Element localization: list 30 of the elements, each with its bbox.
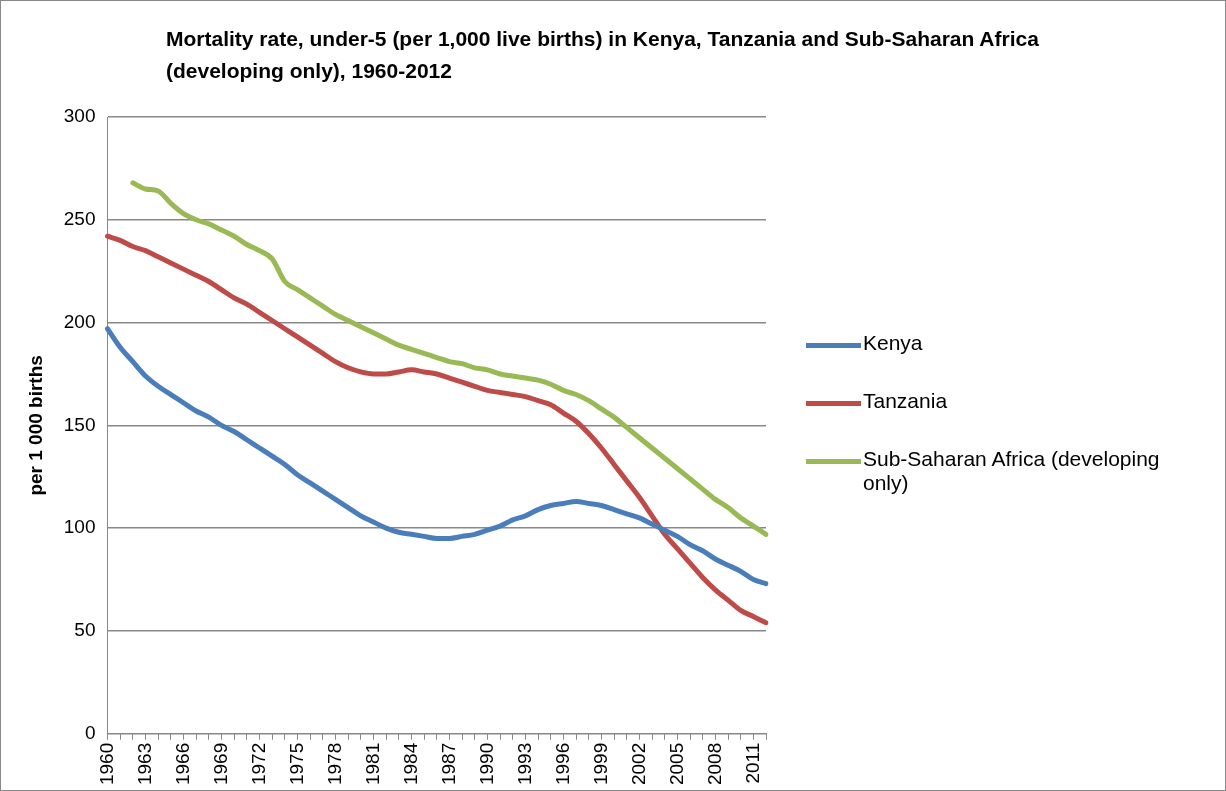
y-tick-label: 200 [63,310,96,332]
x-tick-label: 1966 [171,742,193,786]
x-tick-label: 1984 [399,742,421,786]
y-tick-label: 100 [63,516,96,538]
x-tick-label: 2002 [627,742,649,786]
x-tick-label: 1960 [95,742,117,786]
x-tick-label: 1996 [551,742,573,786]
legend-label: Tanzania [863,389,948,413]
x-tick-label: 1972 [247,742,269,786]
chart-title: Mortality rate, under-5 (per 1,000 live births) in Kenya, Tanzania and Sub-Saharan Africa (developing only), 1960-2012 [166,26,1040,84]
x-tick-label: 2008 [703,742,725,786]
y-tick-label: 0 [84,721,96,743]
x-tick-label: 1993 [513,742,535,786]
x-tick-label: 1963 [133,742,155,786]
x-tick-label: 1975 [285,742,307,786]
y-axis-title: per 1 000 births [24,355,46,496]
legend-label: Sub-Saharan Africa (developing only) [863,447,1161,495]
y-tick-label: 150 [63,413,96,435]
y-tick-label: 50 [74,619,96,641]
x-tick-label: 1990 [475,742,497,786]
y-tick-label: 300 [63,105,96,127]
x-tick-label: 1981 [361,742,383,786]
x-tick-label: 2005 [665,742,687,786]
x-tick-label: 1978 [323,742,345,786]
x-tick-label: 1969 [209,742,231,786]
y-tick-label: 250 [63,208,96,230]
legend-label: Kenya [863,331,923,355]
x-tick-label: 1999 [589,742,611,786]
x-tick-label: 1987 [437,742,459,786]
x-tick-label: 2011 [741,742,763,784]
